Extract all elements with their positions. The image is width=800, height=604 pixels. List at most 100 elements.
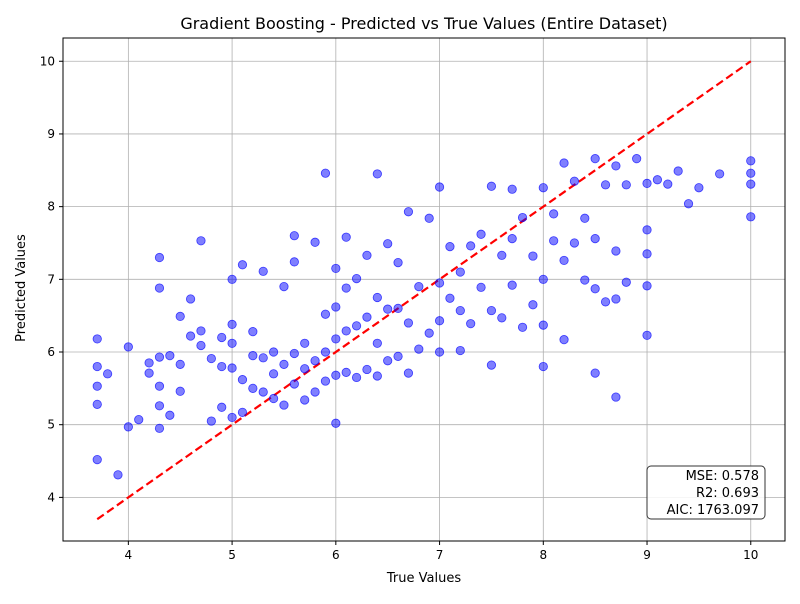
data-point xyxy=(258,387,268,397)
data-point xyxy=(144,368,154,378)
data-point xyxy=(331,334,341,344)
data-point xyxy=(559,158,569,168)
data-point xyxy=(217,402,227,412)
x-axis-label: True Values xyxy=(386,571,461,586)
x-tick-label: 8 xyxy=(539,548,547,562)
data-point xyxy=(289,257,299,267)
data-point xyxy=(632,154,642,164)
data-point xyxy=(165,351,175,361)
data-point xyxy=(154,252,165,263)
y-tick-label: 7 xyxy=(47,272,55,286)
data-point xyxy=(310,356,320,366)
stats-mse: MSE: 0.578 xyxy=(686,469,759,484)
data-point xyxy=(92,381,102,391)
data-point xyxy=(694,183,704,193)
data-point xyxy=(455,267,465,277)
data-point xyxy=(217,361,227,372)
data-point xyxy=(248,327,258,337)
data-point xyxy=(642,249,652,259)
data-point xyxy=(341,283,351,293)
data-point xyxy=(300,364,310,374)
data-point xyxy=(590,234,600,244)
x-tick-label: 5 xyxy=(228,548,236,562)
data-point xyxy=(559,255,569,266)
data-point xyxy=(103,369,113,379)
y-tick-label: 4 xyxy=(47,490,55,504)
data-point xyxy=(663,179,673,189)
data-point xyxy=(393,303,403,313)
data-point xyxy=(393,351,403,361)
data-point xyxy=(341,232,351,242)
data-point xyxy=(237,375,248,385)
data-point xyxy=(517,212,528,223)
data-point xyxy=(289,231,299,241)
data-point xyxy=(258,353,268,363)
ideal-line-layer xyxy=(96,60,752,521)
stats-box-frame xyxy=(646,465,766,520)
data-point xyxy=(320,376,331,386)
data-point xyxy=(611,161,621,171)
y-axis-label: Predicted Values xyxy=(14,234,29,342)
data-point xyxy=(580,275,590,285)
data-point xyxy=(227,412,237,423)
data-point xyxy=(341,326,351,336)
data-point xyxy=(403,207,414,217)
data-point xyxy=(746,179,756,189)
data-point xyxy=(196,236,206,246)
y-tick-label: 5 xyxy=(47,418,55,432)
data-point xyxy=(434,278,445,288)
data-point xyxy=(217,332,227,343)
data-point xyxy=(569,238,580,248)
data-point xyxy=(268,369,279,379)
data-point xyxy=(455,345,465,356)
data-point xyxy=(673,166,683,176)
data-point xyxy=(590,368,600,378)
data-point xyxy=(248,351,258,361)
data-point xyxy=(320,347,331,357)
data-point xyxy=(227,274,237,284)
data-point xyxy=(642,225,652,235)
data-point xyxy=(569,176,580,186)
data-point xyxy=(362,364,372,375)
axes: 4 5 6 7 8 9 10 4 5 6 7 8 9 10 xyxy=(40,37,786,562)
data-point xyxy=(549,209,559,219)
data-point xyxy=(486,305,497,316)
data-point xyxy=(621,180,631,190)
data-point xyxy=(642,178,652,188)
data-point xyxy=(507,184,517,194)
data-point xyxy=(289,348,299,359)
data-point xyxy=(642,281,652,291)
data-point xyxy=(507,234,517,244)
chart-title: Gradient Boosting - Predicted vs True Va… xyxy=(180,14,667,33)
data-point xyxy=(517,322,528,332)
data-point xyxy=(590,284,600,294)
data-point xyxy=(154,401,165,411)
data-point xyxy=(237,407,248,417)
data-point xyxy=(268,347,279,357)
data-point xyxy=(175,359,185,369)
data-point xyxy=(746,168,756,178)
data-point xyxy=(123,422,133,432)
data-point xyxy=(227,363,237,373)
data-point xyxy=(206,353,216,364)
data-point xyxy=(279,281,289,292)
data-point xyxy=(424,328,434,338)
data-point xyxy=(227,319,237,329)
ideal-diagonal-line xyxy=(96,60,752,521)
data-point xyxy=(331,302,341,312)
data-point xyxy=(341,367,351,377)
data-point xyxy=(611,294,621,304)
data-point xyxy=(144,358,154,368)
data-point xyxy=(300,395,310,405)
x-tick-label: 6 xyxy=(332,548,340,562)
data-point xyxy=(476,282,486,292)
y-tick-label: 6 xyxy=(47,345,55,359)
data-point xyxy=(92,334,102,344)
data-point xyxy=(611,392,621,402)
data-point xyxy=(393,258,403,268)
data-point xyxy=(507,280,517,290)
data-point xyxy=(248,383,258,393)
data-point xyxy=(310,387,320,397)
grid xyxy=(63,38,785,541)
